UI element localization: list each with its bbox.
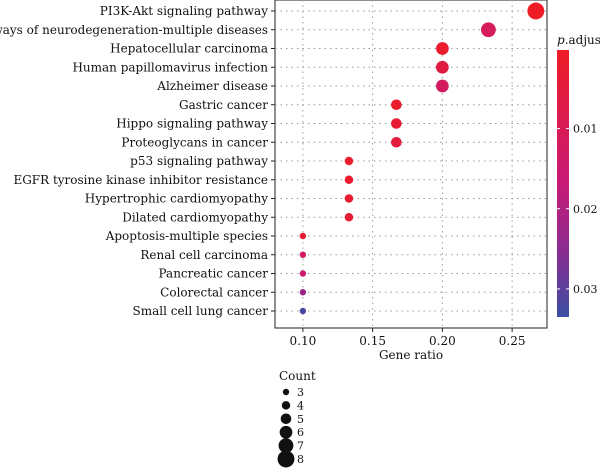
data-point	[436, 79, 449, 93]
plot-border	[274, 0, 548, 329]
category-label: Alzheimer disease	[156, 79, 268, 93]
size-legend-dot	[277, 450, 295, 468]
data-point	[391, 99, 402, 111]
data-point	[299, 307, 307, 315]
size-legend-label: 4	[297, 399, 304, 412]
data-point	[527, 2, 545, 20]
color-legend-ticks: 0.01 0.02 0.03	[557, 123, 598, 296]
category-label: Proteoglycans in cancer	[121, 135, 268, 149]
category-label: Pancreatic cancer	[159, 267, 269, 281]
color-tick-label: 0.03	[573, 283, 598, 296]
data-point	[436, 42, 449, 55]
size-legend-label: 5	[297, 413, 304, 426]
data-point	[299, 232, 307, 240]
vertical-gridlines	[302, 0, 513, 328]
x-axis: 0.10 0.15 0.20 0.25	[290, 328, 526, 348]
data-point	[391, 136, 402, 148]
category-label: PI3K-Akt signaling pathway	[100, 4, 268, 18]
data-point	[299, 251, 307, 258]
size-legend-label: 6	[297, 426, 304, 439]
category-labels: PI3K-Akt signaling pathway Pathways of ne…	[0, 4, 275, 318]
category-label: Human papillomavirus infection	[72, 60, 268, 74]
category-label: Apoptosis-multiple species	[105, 229, 268, 243]
category-label: Renal cell carcinoma	[140, 248, 268, 262]
plot-panel	[274, 0, 548, 329]
data-point	[344, 194, 354, 203]
category-label: Gastric cancer	[179, 98, 268, 112]
category-label: Colorectal cancer	[160, 285, 268, 299]
category-label: p53 signaling pathway	[130, 154, 268, 168]
color-legend-bar	[557, 50, 569, 317]
category-label: Hepatocellular carcinoma	[110, 42, 268, 56]
data-point	[436, 60, 449, 74]
color-tick-label: 0.02	[573, 203, 598, 216]
data-points	[299, 2, 545, 315]
data-point	[299, 289, 307, 296]
color-legend-title: p.adjust	[557, 33, 600, 47]
size-legend-dot	[282, 388, 290, 396]
size-legend-label: 7	[297, 440, 304, 453]
size-legend-dot	[279, 425, 293, 439]
category-label: Hypertrophic cardiomyopathy	[85, 192, 268, 206]
color-legend-title-italic: p	[557, 33, 565, 47]
data-point	[299, 270, 307, 277]
data-point	[391, 118, 402, 129]
category-label: EGFR tyrosine kinase inhibitor resistanc…	[13, 173, 268, 187]
size-legend-title: Count	[279, 369, 316, 383]
size-legend-dot	[281, 401, 291, 410]
x-tick-label: 0.15	[359, 334, 386, 348]
size-legend-dot	[278, 438, 294, 453]
x-tick-label: 0.20	[429, 334, 456, 348]
data-point	[344, 213, 354, 222]
size-legend-dot	[280, 413, 292, 425]
category-label: Dilated cardiomyopathy	[122, 210, 268, 224]
horizontal-gridlines	[275, 10, 547, 312]
color-legend-title-rest: .adjust	[565, 33, 600, 47]
category-label: Small cell lung cancer	[132, 304, 268, 318]
x-tick-label: 0.10	[290, 334, 317, 348]
x-tick-label: 0.25	[499, 334, 526, 348]
size-legend-label: 3	[297, 386, 304, 399]
data-point	[481, 22, 496, 38]
padjust-color-legend: p.adjust 0.01 0.02 0.03	[557, 33, 600, 317]
x-axis-title: Gene ratio	[379, 348, 443, 362]
category-label: Pathways of neurodegeneration-multiple d…	[0, 23, 268, 37]
category-label: Hippo signaling pathway	[116, 117, 268, 131]
data-point	[344, 175, 354, 184]
color-tick-label: 0.01	[573, 123, 598, 136]
size-legend-label: 8	[297, 453, 304, 466]
data-point	[344, 156, 354, 166]
